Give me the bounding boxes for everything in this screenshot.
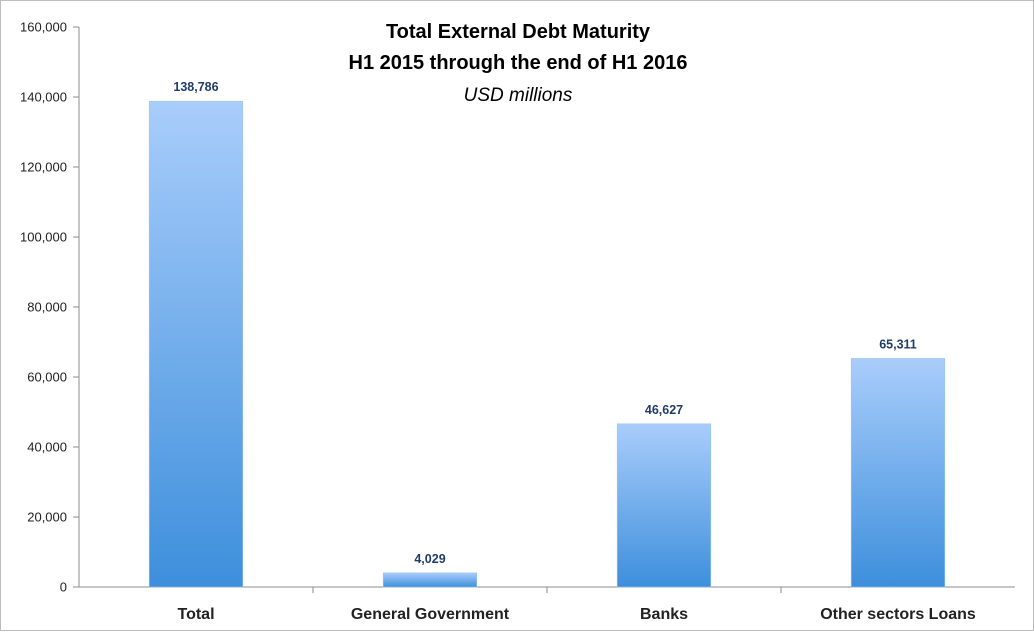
y-tick-label: 140,000 bbox=[20, 90, 67, 105]
bar bbox=[616, 423, 712, 588]
y-tick-label: 60,000 bbox=[27, 370, 67, 385]
x-category-label: Total bbox=[177, 606, 214, 623]
y-axis-ticks: 0 20,000 40,000 60,000 80,000 100,000 120,000 1… bbox=[20, 20, 79, 595]
data-labels: 138,786 4,029 46,627 65,311 bbox=[173, 80, 916, 566]
data-label: 4,029 bbox=[414, 552, 445, 566]
x-category-label: Banks bbox=[640, 606, 688, 623]
bar bbox=[382, 572, 478, 588]
chart-subtitle: USD millions bbox=[464, 85, 573, 106]
x-category-label: General Government bbox=[351, 606, 510, 623]
chart-title-line2: H1 2015 through the end of H1 2016 bbox=[349, 52, 688, 74]
data-label: 65,311 bbox=[879, 337, 917, 351]
y-tick-label: 20,000 bbox=[27, 510, 67, 525]
y-tick-label: 100,000 bbox=[20, 230, 67, 245]
y-tick-label: 0 bbox=[60, 580, 67, 595]
x-category-label: Other sectors Loans bbox=[820, 606, 976, 623]
y-tick-label: 160,000 bbox=[20, 20, 67, 35]
data-label: 46,627 bbox=[645, 403, 683, 417]
bar bbox=[148, 100, 244, 588]
bars bbox=[148, 100, 946, 588]
chart-title: Total External Debt Maturity bbox=[386, 21, 651, 43]
bar bbox=[850, 358, 946, 588]
x-axis-labels: Total General Government Banks Other sector… bbox=[177, 606, 975, 623]
chart-title-group: Total External Debt Maturity H1 2015 thr… bbox=[349, 21, 688, 106]
y-tick-label: 40,000 bbox=[27, 440, 67, 455]
data-label: 138,786 bbox=[173, 80, 218, 94]
y-tick-label: 80,000 bbox=[27, 300, 67, 315]
y-tick-label: 120,000 bbox=[20, 160, 67, 175]
